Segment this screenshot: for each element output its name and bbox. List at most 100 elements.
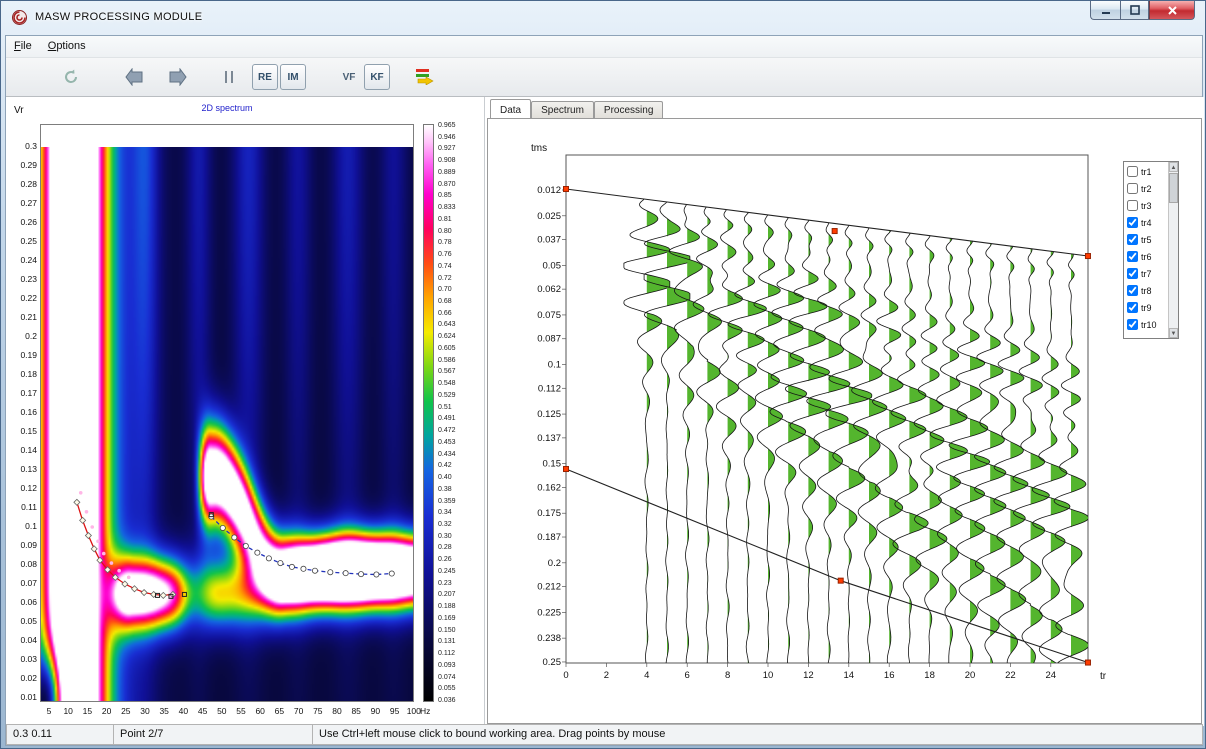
minimize-button[interactable]: [1090, 1, 1120, 20]
seismo-y-tick: 0.15: [543, 459, 562, 470]
colorbar-tick: 0.472: [438, 427, 476, 434]
kf-button[interactable]: KF: [364, 64, 390, 90]
close-button[interactable]: [1149, 1, 1195, 20]
legend-label: tr5: [1141, 235, 1152, 245]
colorbar-tick: 0.78: [438, 239, 476, 246]
spectrum-y-tick: 0.17: [6, 389, 37, 398]
seismo-y-tick: 0.062: [537, 284, 561, 295]
legend-checkbox-tr6[interactable]: [1127, 251, 1138, 262]
spectrum-title: 2D spectrum: [40, 103, 414, 113]
back-button[interactable]: [122, 64, 148, 90]
colorbar-tick: 0.74: [438, 263, 476, 270]
colorbar-tick: 0.055: [438, 685, 476, 692]
boundary-point-marker[interactable]: [564, 187, 569, 192]
legend-scrollbar[interactable]: ▲ ▼: [1168, 162, 1178, 338]
dispersion-heatmap[interactable]: [41, 147, 413, 701]
app-icon: [11, 9, 28, 26]
seismo-x-tick: 20: [965, 670, 976, 681]
legend-checkbox-tr3[interactable]: [1127, 200, 1138, 211]
colorbar-tick: 0.81: [438, 216, 476, 223]
colorbar-tick: 0.567: [438, 368, 476, 375]
legend-label: tr7: [1141, 269, 1152, 279]
legend-checkbox-tr2[interactable]: [1127, 183, 1138, 194]
colorbar-tick: 0.169: [438, 615, 476, 622]
legend-checkbox-tr9[interactable]: [1127, 302, 1138, 313]
re-button[interactable]: RE: [252, 64, 278, 90]
menu-file[interactable]: File: [6, 36, 40, 58]
seismo-y-tick: 0.238: [537, 633, 561, 644]
scroll-down-icon[interactable]: ▼: [1169, 328, 1178, 338]
tab-data[interactable]: Data: [490, 99, 531, 118]
app-window: MASW PROCESSING MODULE File Options: [0, 0, 1206, 749]
pause-button[interactable]: [216, 64, 242, 90]
colorbar-labels: 0.9650.9460.9270.9080.8890.8700.850.8330…: [438, 122, 476, 704]
seismo-y-tick: 0.162: [537, 482, 561, 493]
colorbar-tick: 0.889: [438, 169, 476, 176]
colorbar-tick: 0.72: [438, 275, 476, 282]
colorbar-tick: 0.036: [438, 697, 476, 704]
spectrum-y-tick: 0.09: [6, 541, 37, 550]
spectrum-y-tick: 0.24: [6, 256, 37, 265]
colorbar-tick: 0.51: [438, 404, 476, 411]
legend-item-tr2: tr2: [1125, 180, 1168, 197]
seismo-y-tick: 0.187: [537, 532, 561, 543]
scroll-up-icon[interactable]: ▲: [1169, 162, 1178, 172]
legend-checkbox-tr8[interactable]: [1127, 285, 1138, 296]
seismo-x-tick: 8: [725, 670, 730, 681]
seismo-x-tick: 6: [685, 670, 690, 681]
spectrum-y-tick: 0.21: [6, 313, 37, 322]
vf-button[interactable]: VF: [336, 64, 362, 90]
status-hint: Use Ctrl+left mouse click to bound worki…: [312, 724, 1203, 745]
spectrum-y-tick: 0.26: [6, 218, 37, 227]
refresh-button[interactable]: [58, 64, 84, 90]
legend-checkbox-tr7[interactable]: [1127, 268, 1138, 279]
colorbar-tick: 0.42: [438, 462, 476, 469]
colorbar-tick: 0.32: [438, 521, 476, 528]
refresh-icon: [62, 68, 80, 86]
boundary-point-marker[interactable]: [564, 467, 569, 472]
colorbar-tick: 0.529: [438, 392, 476, 399]
colorbar-tick: 0.870: [438, 181, 476, 188]
colorbar-tick: 0.66: [438, 310, 476, 317]
legend-item-tr9: tr9: [1125, 299, 1168, 316]
colorbar-tick: 0.491: [438, 415, 476, 422]
im-button[interactable]: IM: [280, 64, 306, 90]
legend-checkbox-tr10[interactable]: [1127, 319, 1138, 330]
legend-checkbox-tr5[interactable]: [1127, 234, 1138, 245]
maximize-button[interactable]: [1120, 1, 1149, 20]
data-panel: Data Spectrum Processing tms tr 0.0120.0…: [485, 97, 1204, 726]
colorbar-tick: 0.624: [438, 333, 476, 340]
legend-label: tr10: [1141, 320, 1157, 330]
spectrum-y-tick: 0.07: [6, 579, 37, 588]
boundary-point-marker[interactable]: [832, 229, 837, 234]
titlebar[interactable]: MASW PROCESSING MODULE: [1, 1, 1205, 35]
colorbar-tick: 0.26: [438, 556, 476, 563]
run-button[interactable]: [412, 64, 438, 90]
boundary-point-marker[interactable]: [1085, 254, 1090, 259]
toolbar: RE IM VF KF: [6, 58, 1202, 97]
scroll-thumb[interactable]: [1169, 173, 1178, 203]
spectrum-y-tick: 0.02: [6, 674, 37, 683]
legend-item-tr4: tr4: [1125, 214, 1168, 231]
boundary-point-marker[interactable]: [838, 578, 843, 583]
legend-label: tr9: [1141, 303, 1152, 313]
boundary-point-marker[interactable]: [1085, 660, 1090, 665]
menu-options[interactable]: Options: [40, 36, 94, 58]
colorbar-tick: 0.23: [438, 580, 476, 587]
maximize-icon: [1130, 5, 1140, 15]
spectrum-plot-area[interactable]: [40, 124, 414, 702]
legend-checkbox-tr1[interactable]: [1127, 166, 1138, 177]
spectrum-y-tick: 0.12: [6, 484, 37, 493]
seismo-x-tick: 2: [604, 670, 609, 681]
seismogram-plot[interactable]: tms tr 0.0120.0250.0370.050.0620.0750.08…: [488, 119, 1201, 723]
spectrum-y-tick: 0.23: [6, 275, 37, 284]
legend-checkbox-tr4[interactable]: [1127, 217, 1138, 228]
colorbar-tick: 0.643: [438, 321, 476, 328]
forward-button[interactable]: [164, 64, 190, 90]
spectrum-y-tick: 0.22: [6, 294, 37, 303]
colorbar-tick: 0.908: [438, 157, 476, 164]
legend-item-tr8: tr8: [1125, 282, 1168, 299]
seismo-y-tick: 0.012: [537, 185, 561, 196]
tab-spectrum[interactable]: Spectrum: [531, 101, 594, 118]
tab-processing[interactable]: Processing: [594, 101, 663, 118]
